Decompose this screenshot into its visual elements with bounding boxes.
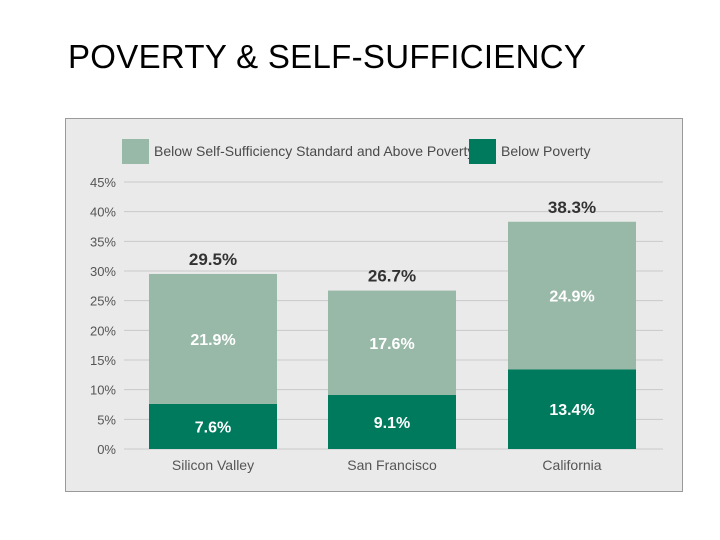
y-tick-label: 15% xyxy=(90,353,116,368)
bar-below-poverty xyxy=(149,403,277,449)
chart-frame: 0% 5% 10% 15% 20% 25% 30% 35% 40% 45% Below Self-S… xyxy=(65,118,683,492)
x-category-label: San Francisco xyxy=(347,457,437,473)
bar-total-label: 29.5% xyxy=(189,250,237,269)
slide-title: POVERTY & SELF-SUFFICIENCY xyxy=(68,38,587,75)
bar-label-below-poverty: 7.6% xyxy=(195,419,231,436)
legend-label: Below Self-Sufficiency Standard and Abov… xyxy=(154,143,474,159)
bar-label-below-standard: 24.9% xyxy=(549,289,594,306)
y-tick-label: 20% xyxy=(90,323,116,338)
bar-total-label: 38.3% xyxy=(548,198,596,217)
bar-below-standard xyxy=(508,221,636,370)
x-category-label: California xyxy=(542,457,601,473)
stacked-bar-chart: 0% 5% 10% 15% 20% 25% 30% 35% 40% 45% Below Self-S… xyxy=(90,139,663,473)
y-tick-label: 30% xyxy=(90,264,116,279)
x-category-label: Silicon Valley xyxy=(172,457,254,473)
bar-label-below-poverty: 9.1% xyxy=(374,415,410,432)
bar-below-poverty xyxy=(508,369,636,449)
y-tick-label: 40% xyxy=(90,205,116,220)
y-tick-label: 35% xyxy=(90,234,116,249)
y-tick-label: 45% xyxy=(90,175,116,190)
y-tick-label: 5% xyxy=(97,412,116,427)
bar-label-below-poverty: 13.4% xyxy=(549,402,594,419)
y-tick-label: 10% xyxy=(90,383,116,398)
y-tick-label: 25% xyxy=(90,294,116,309)
y-tick-label: 0% xyxy=(97,442,116,457)
bar-below-standard xyxy=(328,290,456,396)
bar-below-poverty xyxy=(328,395,456,449)
legend-label: Below Poverty xyxy=(501,143,590,159)
bar-total-label: 26.7% xyxy=(368,267,416,286)
bar-below-standard xyxy=(149,273,277,404)
bar-label-below-standard: 21.9% xyxy=(190,332,235,349)
legend-swatch xyxy=(122,139,149,164)
bar-label-below-standard: 17.6% xyxy=(369,336,414,353)
legend-swatch xyxy=(469,139,496,164)
